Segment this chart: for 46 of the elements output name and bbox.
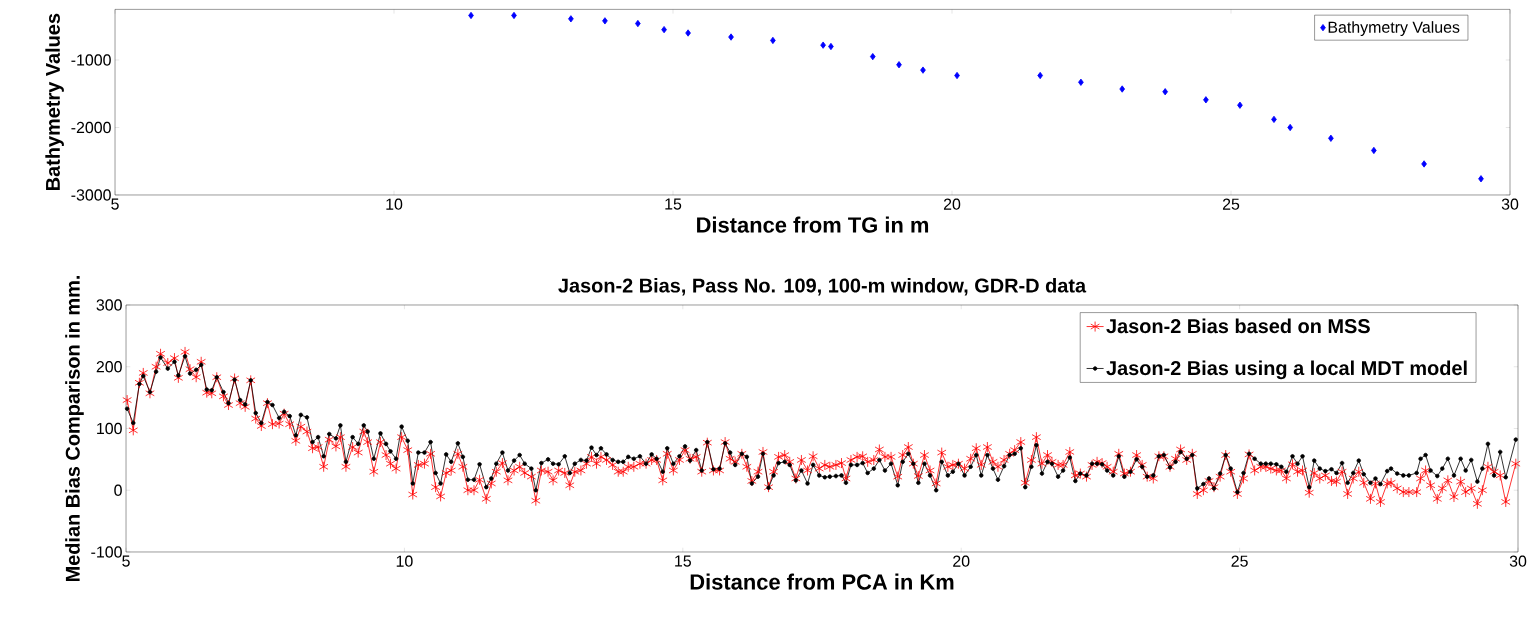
y-axis-title: Median Bias Comparison in mm. [65,275,84,582]
y-tick-label: 300 [96,299,122,311]
y-tick-label: 0 [114,484,122,496]
legend-label: Jason-2 Bias based on MSS [1106,318,1370,334]
y-tick-label: -3000 [71,189,111,201]
x-axis-title: Distance from PCA in Km [690,573,954,590]
point [869,53,876,61]
point [661,26,667,34]
y-tick-label: 200 [96,361,122,373]
point [602,17,608,25]
chart-title: Jason-2 Bias, Pass No. 109, 100-m window, GDR-D data [558,277,1087,296]
x-tick-label: 5 [111,198,119,210]
x-tick-label: 10 [386,198,403,210]
legend-label: Bathymetry Values [1328,21,1460,36]
point [1162,88,1168,96]
x-tick-label: 20 [943,198,961,210]
legend-label: Jason-2 Bias using a local MDT model [1106,360,1467,380]
x-tick-label: 15 [675,555,691,567]
point [728,33,734,41]
x-tick-label: 30 [1509,555,1527,567]
y-tick-label: -2000 [71,121,111,134]
point [1421,160,1427,168]
point [920,66,926,74]
x-tick-label: 10 [396,555,413,567]
y-tick-label: -1000 [71,54,111,66]
x-tick-label: 5 [122,555,130,567]
y-tick-label: 100 [97,422,122,435]
x-tick-label: 25 [1231,555,1248,567]
x-tick-label: 15 [665,198,682,210]
point [1328,134,1334,142]
y-axis-title: Bathymetry Values [45,13,64,191]
point [685,29,691,37]
x-tick-label: 20 [953,555,970,567]
point [1203,96,1209,104]
point [1237,101,1243,109]
point [1271,115,1277,123]
x-tick-label: 30 [1501,198,1519,210]
point [896,61,902,69]
y-tick-label: -100 [91,546,122,558]
x-tick-label: 25 [1222,198,1240,210]
point [1119,85,1125,93]
x-axis-title: Distance from TG in m [697,216,929,233]
point [1078,78,1084,86]
point [1478,175,1484,183]
point [568,15,574,23]
point [820,41,826,49]
